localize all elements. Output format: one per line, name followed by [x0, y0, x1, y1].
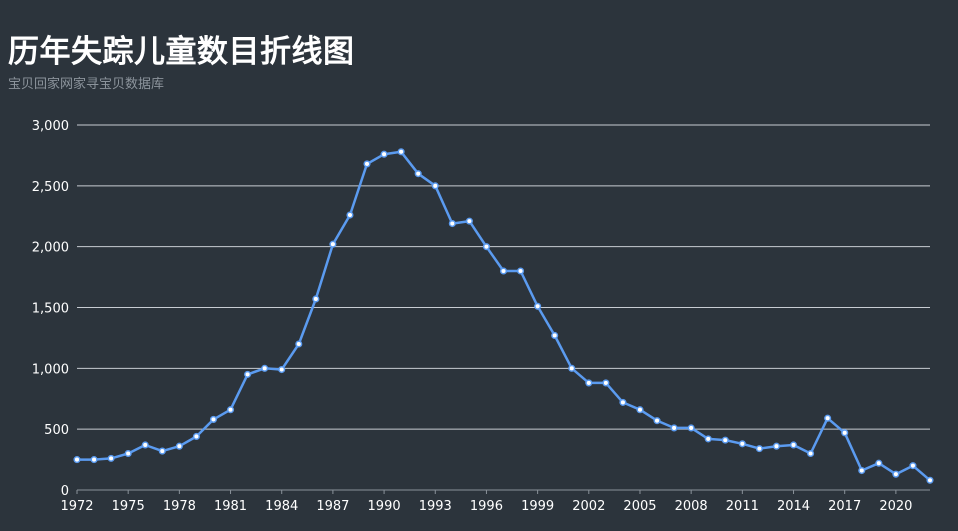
- x-tick-label: 2002: [572, 499, 605, 514]
- data-point: [670, 424, 678, 432]
- x-tick-label: 1993: [419, 499, 452, 514]
- data-point: [909, 462, 917, 470]
- x-tick-label: 2008: [675, 499, 708, 514]
- data-point: [738, 440, 746, 448]
- data-point: [73, 456, 81, 464]
- data-point: [636, 406, 644, 414]
- data-point: [209, 415, 218, 423]
- data-point: [312, 295, 320, 303]
- data-point: [141, 441, 149, 449]
- data-point: [107, 454, 115, 462]
- data-point: [465, 217, 473, 225]
- x-tick-label: 1984: [265, 499, 298, 514]
- data-point: [90, 456, 98, 464]
- data-point: [704, 435, 712, 443]
- chart-subtitle: 宝贝回家网家寻宝贝数据库: [8, 77, 165, 92]
- x-tick-label: 2014: [777, 499, 810, 514]
- data-point: [414, 170, 422, 178]
- data-point: [158, 447, 166, 455]
- x-tick-label: 2011: [726, 499, 759, 514]
- data-point: [363, 160, 371, 168]
- data-point: [499, 267, 508, 275]
- x-tick-label: 1975: [112, 499, 145, 514]
- data-point: [448, 220, 456, 228]
- data-point: [568, 364, 576, 372]
- x-tick-label: 1999: [521, 499, 554, 514]
- data-point: [772, 442, 781, 450]
- data-point: [687, 424, 695, 432]
- x-tick-label: 1978: [163, 499, 196, 514]
- data-point: [346, 211, 354, 219]
- x-tick-label: 1987: [316, 499, 349, 514]
- data-point: [534, 302, 542, 310]
- data-point: [789, 441, 798, 449]
- data-point: [329, 240, 337, 248]
- chart-title: 历年失踪儿童数目折线图: [8, 34, 355, 70]
- data-point: [261, 364, 269, 372]
- y-tick-label: 0: [61, 484, 69, 499]
- data-point: [482, 243, 490, 251]
- series-line: [77, 150, 931, 482]
- x-tick-label: 1990: [368, 499, 401, 514]
- x-tick-label: 1981: [214, 499, 247, 514]
- x-tick-label: 1996: [470, 499, 503, 514]
- y-tick-label: 500: [44, 423, 69, 438]
- data-point: [295, 340, 303, 348]
- data-point: [858, 466, 866, 475]
- data-point: [397, 148, 405, 156]
- x-tick-label: 2017: [828, 499, 861, 514]
- data-point: [755, 445, 763, 453]
- data-point: [926, 476, 934, 484]
- data-point: [380, 150, 388, 158]
- data-point: [551, 331, 559, 340]
- data-point: [192, 432, 200, 441]
- y-tick-label: 3,000: [32, 119, 69, 134]
- data-point: [585, 379, 593, 387]
- data-point: [841, 429, 849, 437]
- data-point: [431, 182, 439, 190]
- data-point: [619, 398, 627, 406]
- x-tick-label: 2005: [623, 499, 656, 514]
- data-point: [892, 470, 900, 478]
- data-point: [175, 442, 183, 450]
- data-point: [226, 406, 235, 414]
- y-tick-label: 2,000: [32, 241, 69, 256]
- data-point: [244, 370, 252, 378]
- y-tick-label: 1,500: [32, 302, 69, 317]
- data-point: [721, 436, 729, 444]
- data-point: [278, 366, 286, 374]
- data-point: [824, 414, 832, 422]
- y-tick-label: 1,000: [32, 362, 69, 377]
- data-point: [124, 449, 132, 458]
- x-tick-label: 1972: [60, 499, 93, 514]
- data-point: [602, 379, 610, 387]
- data-point: [653, 417, 661, 425]
- data-point: [875, 459, 883, 467]
- y-tick-label: 2,500: [32, 180, 69, 195]
- data-point: [517, 267, 525, 275]
- x-tick-label: 2020: [879, 499, 912, 514]
- data-point: [807, 449, 815, 458]
